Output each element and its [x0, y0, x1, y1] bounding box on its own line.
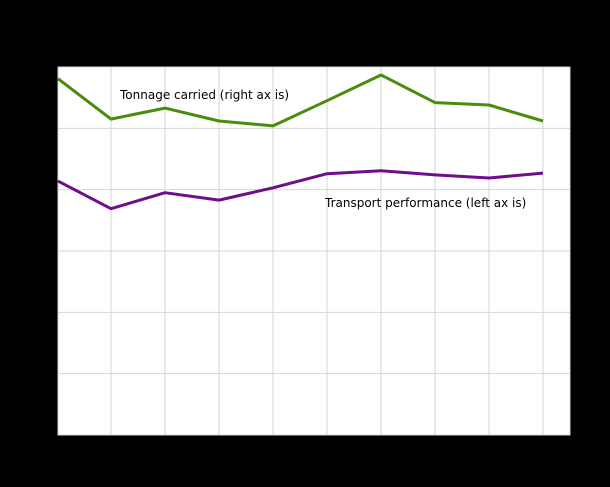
gridlines — [57, 66, 570, 436]
transport-performance-annotation: Transport performance (left ax is) — [324, 196, 526, 210]
tonnage-carried-line — [57, 73, 544, 128]
transport-performance-line — [57, 169, 544, 211]
tonnage-carried-annotation: Tonnage carried (right ax is) — [119, 88, 289, 102]
